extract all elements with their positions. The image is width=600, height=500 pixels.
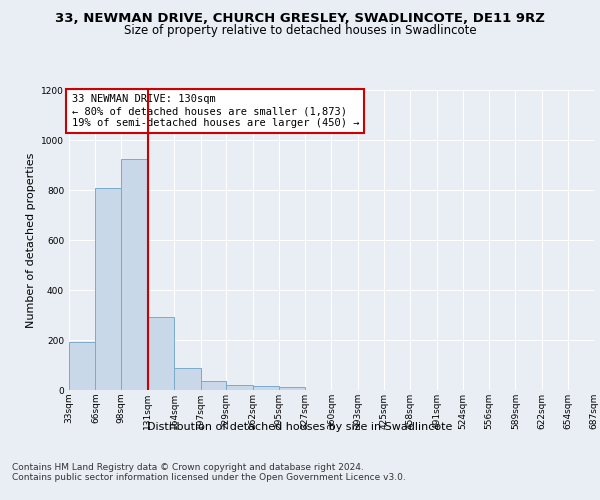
Bar: [280, 387, 305, 390]
Bar: [69, 342, 95, 390]
Bar: [200, 381, 226, 390]
Bar: [95, 188, 121, 390]
Text: Distribution of detached houses by size in Swadlincote: Distribution of detached houses by size …: [148, 422, 452, 432]
Text: 33, NEWMAN DRIVE, CHURCH GRESLEY, SWADLINCOTE, DE11 9RZ: 33, NEWMAN DRIVE, CHURCH GRESLEY, SWADLI…: [55, 12, 545, 26]
Bar: [174, 368, 200, 390]
Text: 33 NEWMAN DRIVE: 130sqm
← 80% of detached houses are smaller (1,873)
19% of semi: 33 NEWMAN DRIVE: 130sqm ← 80% of detache…: [71, 94, 359, 128]
Bar: [121, 158, 148, 390]
Y-axis label: Number of detached properties: Number of detached properties: [26, 152, 35, 328]
Bar: [253, 386, 280, 390]
Bar: [148, 317, 174, 390]
Text: Contains HM Land Registry data © Crown copyright and database right 2024.
Contai: Contains HM Land Registry data © Crown c…: [12, 462, 406, 482]
Bar: [226, 385, 253, 390]
Text: Size of property relative to detached houses in Swadlincote: Size of property relative to detached ho…: [124, 24, 476, 37]
